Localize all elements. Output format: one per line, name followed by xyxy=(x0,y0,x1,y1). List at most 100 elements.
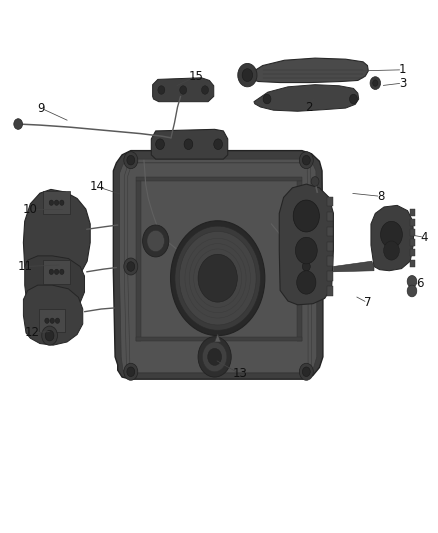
Polygon shape xyxy=(327,212,333,221)
Circle shape xyxy=(180,86,187,94)
Circle shape xyxy=(201,86,208,94)
Circle shape xyxy=(295,237,317,264)
Text: 12: 12 xyxy=(25,326,39,340)
Polygon shape xyxy=(25,256,85,316)
Circle shape xyxy=(155,139,164,150)
Circle shape xyxy=(158,86,165,94)
Circle shape xyxy=(263,94,271,104)
Text: 8: 8 xyxy=(377,190,384,203)
Circle shape xyxy=(147,230,164,252)
Text: 2: 2 xyxy=(305,101,312,114)
Polygon shape xyxy=(327,227,333,236)
Text: 1: 1 xyxy=(399,63,406,76)
Circle shape xyxy=(124,364,138,380)
Circle shape xyxy=(297,271,316,294)
Polygon shape xyxy=(297,181,302,341)
Polygon shape xyxy=(371,205,414,271)
Circle shape xyxy=(14,119,22,130)
Circle shape xyxy=(170,221,265,336)
Circle shape xyxy=(381,221,403,248)
Circle shape xyxy=(179,231,256,325)
Circle shape xyxy=(49,200,53,205)
Polygon shape xyxy=(247,58,368,83)
Polygon shape xyxy=(215,314,221,322)
Polygon shape xyxy=(215,334,221,342)
Polygon shape xyxy=(43,260,70,284)
Circle shape xyxy=(127,367,135,376)
Text: 13: 13 xyxy=(233,367,247,381)
Circle shape xyxy=(124,152,138,168)
Circle shape xyxy=(50,318,54,324)
Text: 9: 9 xyxy=(37,102,45,115)
Circle shape xyxy=(60,269,64,274)
Polygon shape xyxy=(254,85,359,111)
Circle shape xyxy=(198,337,231,377)
Polygon shape xyxy=(410,219,416,226)
Circle shape xyxy=(127,156,135,165)
Polygon shape xyxy=(23,189,90,281)
Circle shape xyxy=(299,364,313,380)
Polygon shape xyxy=(410,239,416,246)
Polygon shape xyxy=(410,209,416,216)
Circle shape xyxy=(214,139,223,150)
Polygon shape xyxy=(136,181,141,341)
Circle shape xyxy=(370,77,381,90)
Text: 4: 4 xyxy=(420,231,428,244)
Circle shape xyxy=(311,176,319,186)
Polygon shape xyxy=(333,261,374,272)
Text: 6: 6 xyxy=(416,277,424,290)
Circle shape xyxy=(302,367,310,376)
Polygon shape xyxy=(327,271,333,281)
Polygon shape xyxy=(136,337,302,341)
Circle shape xyxy=(175,226,261,330)
Circle shape xyxy=(293,200,319,232)
Polygon shape xyxy=(410,249,416,256)
Circle shape xyxy=(184,139,193,150)
Circle shape xyxy=(42,326,57,345)
Circle shape xyxy=(202,342,227,372)
Circle shape xyxy=(238,63,257,87)
Circle shape xyxy=(45,318,49,324)
Polygon shape xyxy=(279,184,333,305)
Polygon shape xyxy=(327,197,333,206)
Circle shape xyxy=(299,152,313,168)
Circle shape xyxy=(45,330,54,341)
Circle shape xyxy=(242,69,253,82)
Polygon shape xyxy=(327,241,333,251)
Polygon shape xyxy=(152,78,214,102)
Text: 7: 7 xyxy=(364,296,371,309)
Circle shape xyxy=(124,258,138,275)
Circle shape xyxy=(54,269,59,274)
Circle shape xyxy=(299,258,313,275)
Circle shape xyxy=(60,200,64,205)
Circle shape xyxy=(127,262,135,271)
Circle shape xyxy=(350,94,357,104)
Polygon shape xyxy=(151,130,228,159)
Polygon shape xyxy=(410,260,416,266)
Circle shape xyxy=(49,269,53,274)
Polygon shape xyxy=(120,159,317,373)
Circle shape xyxy=(198,254,237,302)
Circle shape xyxy=(208,349,222,366)
Circle shape xyxy=(55,318,60,324)
Text: 10: 10 xyxy=(23,203,38,216)
Text: 3: 3 xyxy=(399,77,406,90)
Circle shape xyxy=(302,262,310,271)
Text: 15: 15 xyxy=(189,70,204,83)
Text: 14: 14 xyxy=(90,180,105,193)
Circle shape xyxy=(373,80,378,86)
Circle shape xyxy=(407,285,417,297)
Circle shape xyxy=(384,241,399,260)
Polygon shape xyxy=(327,256,333,266)
Text: 11: 11 xyxy=(17,260,32,273)
Polygon shape xyxy=(43,191,70,214)
Circle shape xyxy=(407,276,417,287)
Circle shape xyxy=(302,156,310,165)
Polygon shape xyxy=(113,151,323,379)
Polygon shape xyxy=(23,285,83,345)
Circle shape xyxy=(54,200,59,205)
Polygon shape xyxy=(136,177,302,181)
Polygon shape xyxy=(410,229,416,236)
Polygon shape xyxy=(39,309,65,333)
Circle shape xyxy=(143,225,169,257)
